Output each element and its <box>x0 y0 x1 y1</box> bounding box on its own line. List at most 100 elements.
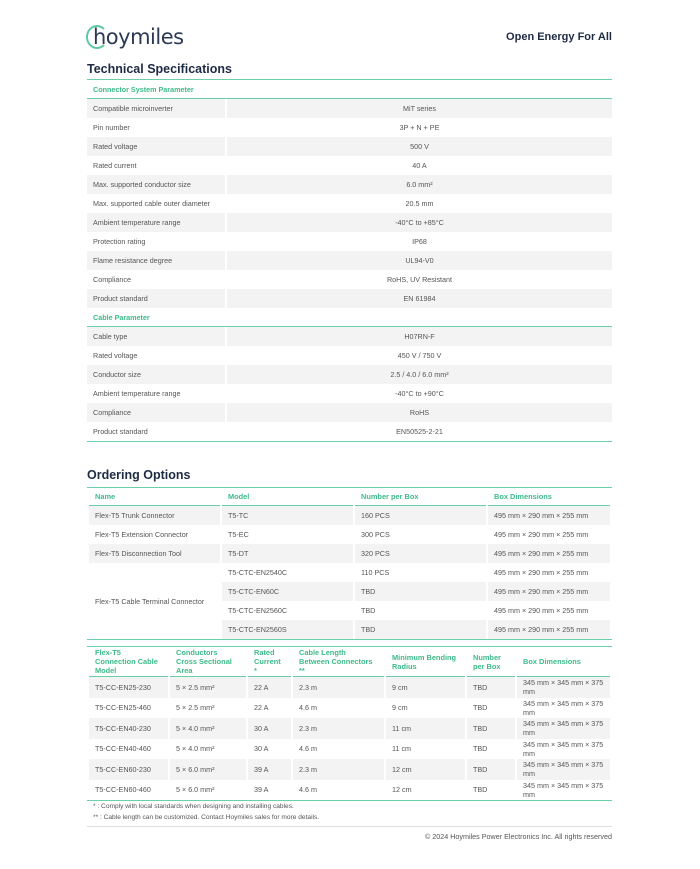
table-row: T5-CTC-EN2560S TBD 495 mm × 290 mm × 255 m… <box>89 620 610 639</box>
cell: TBD <box>473 785 488 795</box>
spec-label: Flame resistance degree <box>87 251 227 270</box>
cell: 39 A <box>254 785 269 795</box>
cell: 495 mm × 290 mm × 255 mm <box>494 568 589 577</box>
cell: Flex-T5 Trunk Connector <box>89 506 220 525</box>
cell: 2.3 m <box>293 718 384 739</box>
spec-label: Rated voltage <box>93 351 138 360</box>
spec-row: Ambient temperature range -40°C to +85°C <box>87 213 612 232</box>
spec-row: Compliance RoHS <box>87 403 612 422</box>
cell: T5-EC <box>228 530 249 539</box>
cell: TBD <box>473 703 488 713</box>
column-header: Conductors Cross Sectional Area <box>170 647 246 677</box>
cell: 110 PCS <box>361 568 390 577</box>
section-title: Connector System Parameter <box>87 80 612 99</box>
cell: 4.6 m <box>299 703 317 713</box>
cell: 495 mm × 290 mm × 255 mm <box>494 530 589 539</box>
cell: TBD <box>467 677 515 698</box>
column-header: Number per Box <box>467 647 515 677</box>
cell: TBD <box>355 620 486 639</box>
footnote-1: * : Comply with local standards when des… <box>93 803 294 810</box>
footnote-2: ** : Cable length can be customized. Con… <box>93 814 320 821</box>
spec-label: Rated voltage <box>87 137 227 156</box>
spec-row: Rated voltage 500 V <box>87 137 612 156</box>
tech-spec-title: Technical Specifications <box>87 62 232 76</box>
cell: T5-CC-EN25-230 <box>89 677 168 698</box>
cell: 12 cm <box>386 759 465 780</box>
spec-value: 3P + N + PE <box>399 123 440 132</box>
cell: 22 A <box>254 703 269 713</box>
cell: Flex-T5 Cable Terminal Connector <box>95 596 205 606</box>
cell: 11 cm <box>392 744 412 754</box>
cell: 320 PCS <box>355 544 486 563</box>
cell: T5-CTC-EN2540C <box>228 568 288 577</box>
cell: TBD <box>355 582 486 601</box>
table-row: Flex-T5 Disconnection Tool T5-DT 320 PCS 49… <box>89 544 610 563</box>
cell: 2.3 m <box>293 677 384 698</box>
cell: 345 mm × 345 mm × 375 mm <box>517 759 610 780</box>
slogan: Open Energy For All <box>506 31 612 43</box>
table-row: T5-CC-EN25-460 5 × 2.5 mm² 22 A 4.6 m 9 cm TB… <box>89 698 610 719</box>
cell: 2.3 m <box>293 759 384 780</box>
cell: T5-CC-EN40-460 <box>95 744 151 754</box>
spec-value: 500 V <box>227 137 612 156</box>
spec-value: 40 A <box>412 161 427 170</box>
spec-row: Product standard EN50525-2-21 <box>87 422 612 441</box>
cell: 22 A <box>248 677 291 698</box>
spec-value: -40°C to +85°C <box>227 213 612 232</box>
table-row: T5-CTC-EN60C TBD 495 mm × 290 mm × 255 mm <box>89 582 610 601</box>
column-header: Flex-T5 Connection Cable Model <box>89 647 168 677</box>
spec-value: H07RN-F <box>227 327 612 346</box>
cell: 5 × 6.0 mm² <box>170 759 246 780</box>
ordering-title: Ordering Options <box>87 468 191 482</box>
logo-mark <box>86 25 108 49</box>
cell: 495 mm × 290 mm × 255 mm <box>488 582 610 601</box>
cell: 5 × 2.5 mm² <box>170 677 246 698</box>
cell: T5-TC <box>222 506 353 525</box>
table-row: Flex-T5 Cable Terminal Connector T5-CTC-E… <box>89 563 610 606</box>
spec-label: Cable type <box>87 327 227 346</box>
column-header: Box Dimensions <box>517 647 610 677</box>
cell: 9 cm <box>386 677 465 698</box>
spec-row: Protection rating IP68 <box>87 232 612 251</box>
cell: T5-CC-EN40-230 <box>89 718 168 739</box>
table-row: T5-CC-EN40-230 5 × 4.0 mm² 30 A 2.3 m 11 cm T… <box>89 718 610 739</box>
divider <box>87 826 612 827</box>
spec-row: Compliance RoHS, UV Resistant <box>87 270 612 289</box>
spec-label: Pin number <box>93 123 130 132</box>
cell: 495 mm × 290 mm × 255 mm <box>488 506 610 525</box>
cell: 160 PCS <box>355 506 486 525</box>
table-row: T5-CC-EN60-460 5 × 6.0 mm² 39 A 4.6 m 12 cm T… <box>89 780 610 801</box>
spec-value: EN50525-2-21 <box>396 427 443 436</box>
cell: 12 cm <box>392 785 412 795</box>
section-title: Cable Parameter <box>87 308 612 327</box>
section-header: Cable Parameter <box>87 308 612 327</box>
spec-label: Max. supported conductor size <box>87 175 227 194</box>
spec-label: Ambient temperature range <box>87 213 227 232</box>
cell: 345 mm × 345 mm × 375 mm <box>517 718 610 739</box>
section-header: Connector System Parameter <box>87 80 612 99</box>
tech-spec-table: Connector System Parameter Compatible mic… <box>87 79 612 442</box>
cell: T5-CC-EN60-230 <box>89 759 168 780</box>
spec-label: Compatible microinverter <box>87 99 227 118</box>
spec-row: Max. supported cable outer diameter 20.5 … <box>87 194 612 213</box>
cell: 9 cm <box>392 703 408 713</box>
spec-label: Max. supported cable outer diameter <box>93 199 211 208</box>
cell: 345 mm × 345 mm × 375 mm <box>523 698 604 717</box>
spec-row: Rated voltage 450 V / 750 V <box>87 346 612 365</box>
cell: 495 mm × 290 mm × 255 mm <box>488 620 610 639</box>
spec-label: Rated current <box>93 161 137 170</box>
cell: 495 mm × 290 mm × 255 mm <box>494 606 589 615</box>
cell: Flex-T5 Extension Connector <box>95 530 189 539</box>
spec-label: Compliance <box>93 275 131 284</box>
spec-label: Compliance <box>87 403 227 422</box>
ordering-table: Name Model Number per Box Box Dimensions Fle… <box>87 487 612 640</box>
cell: 5 × 4.0 mm² <box>176 744 215 754</box>
cell: T5-CC-EN60-460 <box>95 785 151 795</box>
table-row: T5-CC-EN60-230 5 × 6.0 mm² 39 A 2.3 m 12 cm T… <box>89 759 610 780</box>
spec-value: -40°C to +90°C <box>395 389 444 398</box>
column-header: Rated Current * <box>248 647 291 677</box>
spec-value: IP68 <box>412 237 427 246</box>
spec-row: Product standard EN 61984 <box>87 289 612 308</box>
cable-ordering-table: Flex-T5 Connection Cable Model Conductors… <box>87 646 612 801</box>
spec-value: RoHS, UV Resistant <box>386 275 453 284</box>
